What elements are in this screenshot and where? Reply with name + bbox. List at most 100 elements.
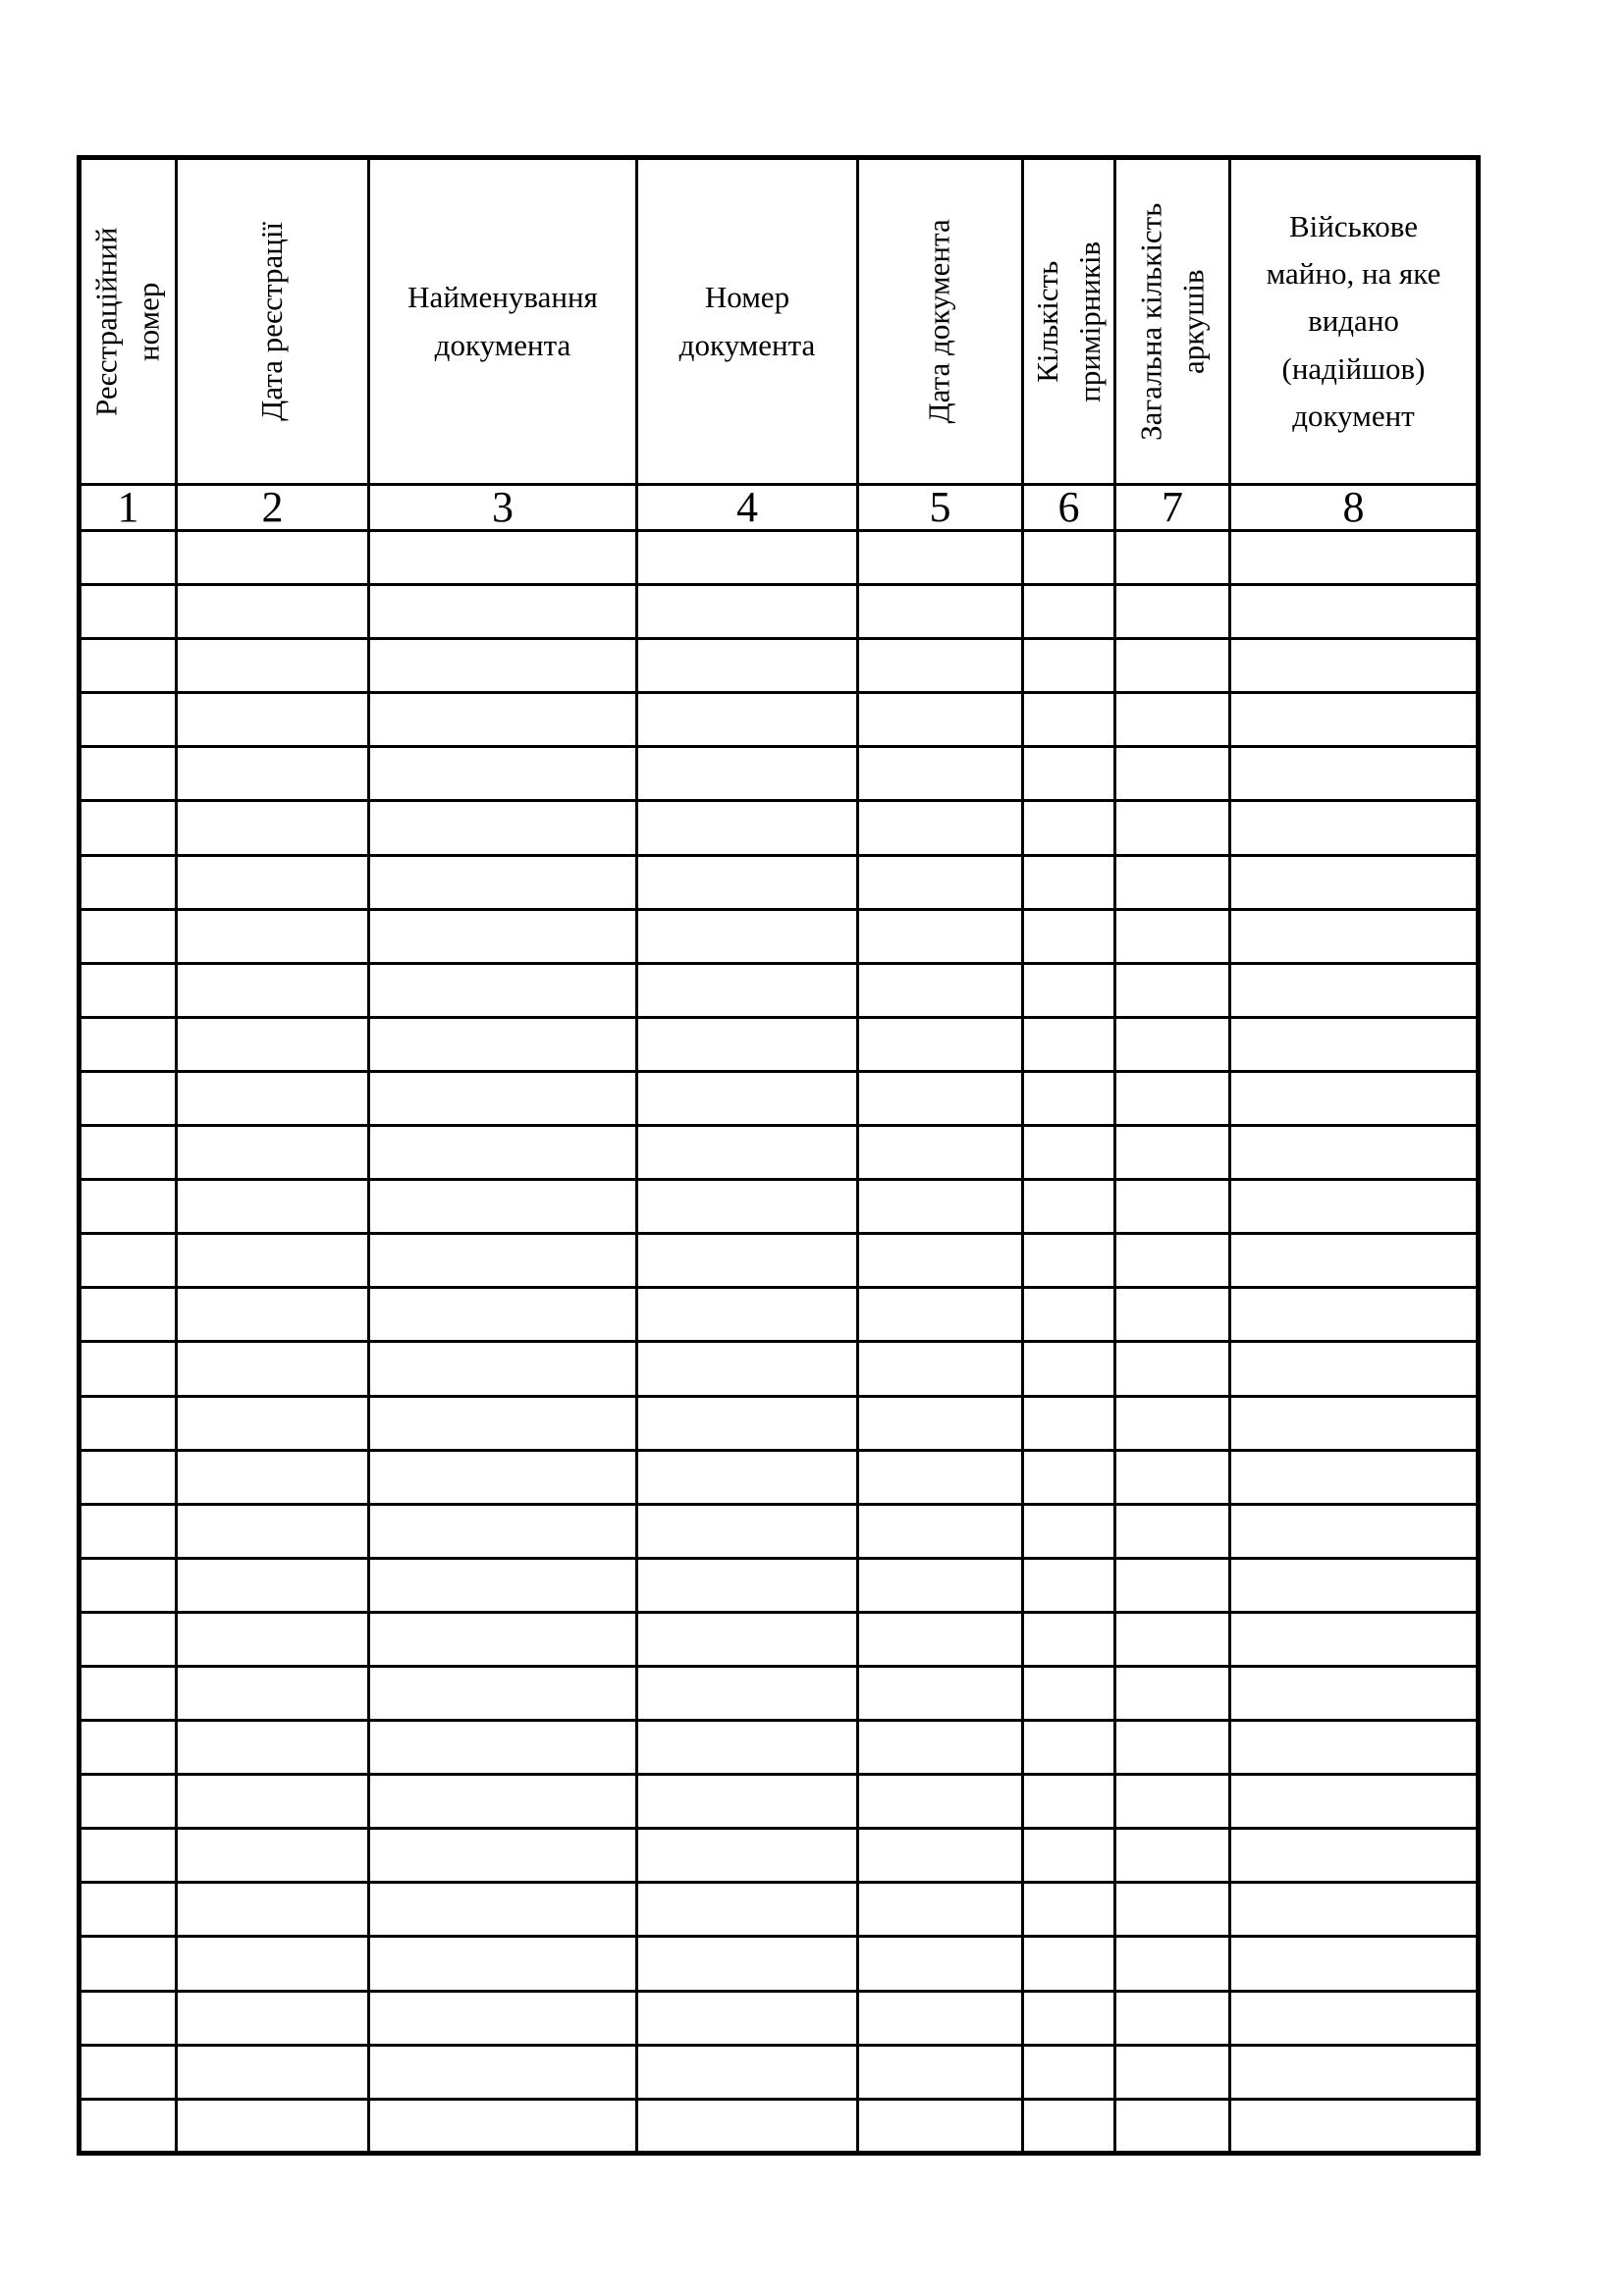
empty-cell	[856, 1773, 1024, 1831]
empty-cell	[1113, 1935, 1231, 1993]
empty-cell	[367, 1610, 638, 1668]
empty-cell	[175, 1015, 370, 1073]
empty-cell	[1021, 1827, 1116, 1885]
empty-cell	[175, 1719, 370, 1777]
column-number-2: 2	[175, 483, 370, 532]
column-header-total-sheets: Загальна кількість аркушів	[1113, 156, 1231, 486]
empty-cell	[635, 1286, 859, 1344]
empty-cell	[78, 1502, 178, 1560]
empty-cell	[175, 583, 370, 641]
empty-cell	[856, 1827, 1024, 1885]
header-row: Реєстраційний номер Дата реєстрації Найме…	[78, 156, 1480, 486]
empty-cell	[635, 853, 859, 911]
empty-cell	[856, 583, 1024, 641]
empty-cell	[1228, 1286, 1480, 1344]
empty-cell	[175, 1178, 370, 1236]
empty-cell	[1021, 1664, 1116, 1723]
empty-cell	[1021, 1773, 1116, 1831]
empty-cell	[1021, 745, 1116, 803]
empty-cell	[1113, 528, 1231, 587]
empty-cell	[367, 528, 638, 587]
empty-cell	[175, 2097, 370, 2155]
empty-cell	[367, 1989, 638, 2047]
empty-cell	[367, 1394, 638, 1452]
table-row	[78, 1069, 1480, 1128]
empty-cell	[1113, 1556, 1231, 1614]
table-row	[78, 1881, 1480, 1939]
empty-cell	[856, 1178, 1024, 1236]
empty-cell	[175, 799, 370, 857]
empty-cell	[367, 1124, 638, 1182]
table-row	[78, 583, 1480, 641]
column-numbers-row: 1 2 3 4 5 6 7 8	[78, 483, 1480, 532]
empty-cell	[635, 961, 859, 1019]
empty-cell	[78, 2097, 178, 2155]
empty-cell	[1228, 1664, 1480, 1723]
empty-cell	[856, 1069, 1024, 1128]
empty-cell	[1021, 1556, 1116, 1614]
empty-cell	[856, 1124, 1024, 1182]
empty-cell	[635, 1556, 859, 1614]
column-header-document-name-label: Найменування документа	[407, 280, 598, 362]
empty-cell	[635, 691, 859, 749]
empty-cell	[78, 799, 178, 857]
empty-cell	[1113, 1989, 1231, 2047]
empty-cell	[175, 1773, 370, 1831]
column-header-total-sheets-label: Загальна кількість аркушів	[1133, 202, 1210, 441]
empty-cell	[1021, 2043, 1116, 2101]
empty-cell	[1021, 1989, 1116, 2047]
empty-cell	[1228, 2043, 1480, 2101]
empty-cell	[1228, 637, 1480, 695]
table-row	[78, 853, 1480, 911]
column-header-registration-number: Реєстраційний номер	[78, 156, 178, 486]
empty-cell	[1228, 528, 1480, 587]
empty-cell	[635, 1719, 859, 1777]
empty-cell	[78, 1664, 178, 1723]
header-cell-wrap: Дата реєстрації	[178, 160, 367, 483]
empty-cell	[1113, 1069, 1231, 1128]
empty-cell	[78, 907, 178, 965]
table-row	[78, 1989, 1480, 2047]
empty-cell	[1113, 1178, 1231, 1236]
table-row	[78, 528, 1480, 587]
empty-cell	[1021, 1448, 1116, 1506]
header-cell-wrap: Номер документа	[638, 160, 856, 483]
column-header-document-number: Номер документа	[635, 156, 859, 486]
empty-cell	[367, 1556, 638, 1614]
empty-cell	[175, 1610, 370, 1668]
empty-cell	[175, 1827, 370, 1885]
empty-cell	[367, 691, 638, 749]
empty-cell	[175, 1124, 370, 1182]
empty-cell	[1228, 1502, 1480, 1560]
empty-cell	[1021, 583, 1116, 641]
empty-cell	[367, 853, 638, 911]
empty-cell	[1021, 1178, 1116, 1236]
empty-cell	[78, 1556, 178, 1614]
table-row	[78, 1935, 1480, 1993]
empty-cell	[1021, 1232, 1116, 1290]
empty-cell	[175, 637, 370, 695]
empty-cell	[367, 799, 638, 857]
empty-cell	[1113, 1286, 1231, 1344]
empty-cell	[78, 691, 178, 749]
empty-cell	[78, 1610, 178, 1668]
empty-cell	[1113, 853, 1231, 911]
empty-cell	[1021, 637, 1116, 695]
empty-cell	[635, 1610, 859, 1668]
empty-cell	[1113, 1232, 1231, 1290]
empty-cell	[856, 1340, 1024, 1398]
empty-cell	[78, 1827, 178, 1885]
empty-cell	[856, 2097, 1024, 2155]
empty-cell	[78, 1935, 178, 1993]
empty-cell	[1113, 1773, 1231, 1831]
empty-cell	[1228, 907, 1480, 965]
empty-cell	[1021, 1719, 1116, 1777]
empty-cell	[635, 1989, 859, 2047]
empty-cell	[1113, 1664, 1231, 1723]
empty-cell	[1021, 799, 1116, 857]
empty-cell	[635, 2097, 859, 2155]
empty-cell	[78, 1069, 178, 1128]
empty-cell	[367, 2043, 638, 2101]
empty-cell	[367, 637, 638, 695]
